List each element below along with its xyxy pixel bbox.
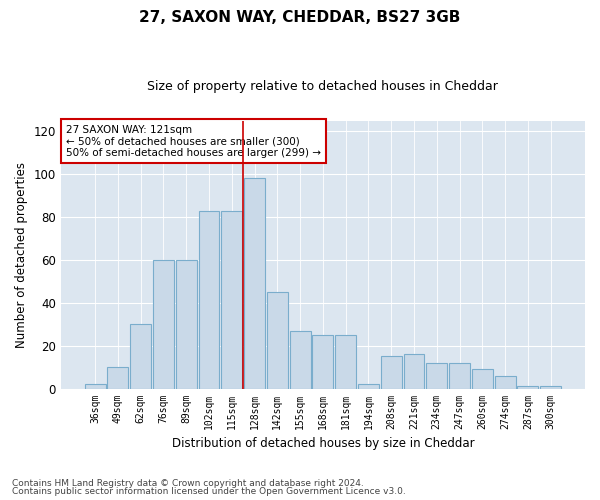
- Bar: [244, 178, 265, 388]
- Bar: [494, 376, 515, 388]
- Bar: [449, 363, 470, 388]
- X-axis label: Distribution of detached houses by size in Cheddar: Distribution of detached houses by size …: [172, 437, 474, 450]
- Bar: [358, 384, 379, 388]
- Bar: [381, 356, 402, 388]
- Bar: [427, 363, 447, 388]
- Bar: [335, 335, 356, 388]
- Bar: [404, 354, 424, 388]
- Text: Contains HM Land Registry data © Crown copyright and database right 2024.: Contains HM Land Registry data © Crown c…: [12, 478, 364, 488]
- Bar: [290, 330, 311, 388]
- Bar: [313, 335, 334, 388]
- Bar: [540, 386, 561, 388]
- Bar: [199, 210, 220, 388]
- Bar: [130, 324, 151, 388]
- Text: Contains public sector information licensed under the Open Government Licence v3: Contains public sector information licen…: [12, 487, 406, 496]
- Bar: [153, 260, 174, 388]
- Text: 27 SAXON WAY: 121sqm
← 50% of detached houses are smaller (300)
50% of semi-deta: 27 SAXON WAY: 121sqm ← 50% of detached h…: [66, 124, 321, 158]
- Bar: [85, 384, 106, 388]
- Y-axis label: Number of detached properties: Number of detached properties: [15, 162, 28, 348]
- Text: 27, SAXON WAY, CHEDDAR, BS27 3GB: 27, SAXON WAY, CHEDDAR, BS27 3GB: [139, 10, 461, 25]
- Bar: [221, 210, 242, 388]
- Bar: [176, 260, 197, 388]
- Bar: [517, 386, 538, 388]
- Title: Size of property relative to detached houses in Cheddar: Size of property relative to detached ho…: [148, 80, 499, 93]
- Bar: [107, 367, 128, 388]
- Bar: [267, 292, 288, 388]
- Bar: [472, 370, 493, 388]
